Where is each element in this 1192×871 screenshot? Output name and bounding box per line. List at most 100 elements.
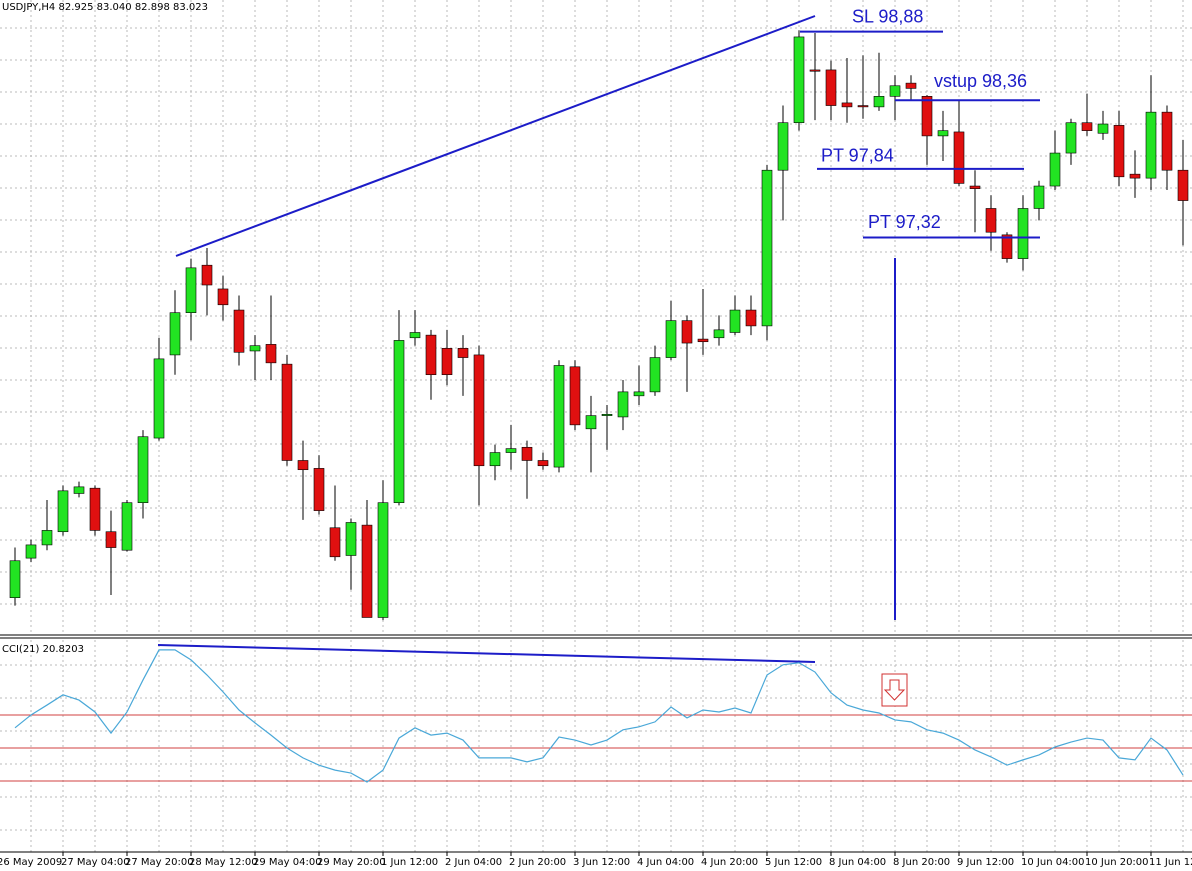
- candle-body: [1081, 122, 1093, 131]
- x-tick-label: 4 Jun 20:00: [701, 857, 758, 868]
- x-tick-label: 3 Jun 12:00: [573, 857, 630, 868]
- x-tick-label: 1 Jun 12:00: [381, 857, 438, 868]
- x-tick-label: 29 May 20:00: [317, 857, 386, 868]
- candle-body: [281, 363, 293, 461]
- x-tick-label: 2 Jun 20:00: [509, 857, 566, 868]
- candle-body: [953, 131, 965, 184]
- candle-body: [41, 530, 53, 546]
- candle-body: [201, 264, 213, 286]
- candle-body: [393, 340, 405, 503]
- candle-body: [1097, 123, 1109, 134]
- candle-body: [233, 309, 245, 353]
- candle-body: [441, 348, 453, 376]
- candle-body: [1017, 208, 1029, 259]
- candle-body: [57, 490, 69, 533]
- candle-body: [169, 312, 181, 356]
- x-tick-label: 4 Jun 04:00: [637, 857, 694, 868]
- candle-body: [729, 309, 741, 333]
- candle-body: [1001, 234, 1013, 259]
- candle-body: [329, 527, 341, 558]
- x-tick-label: 10 Jun 20:00: [1085, 857, 1149, 868]
- level-label: SL 98,88: [852, 6, 923, 26]
- candle-body: [297, 460, 309, 471]
- candle-body: [473, 354, 485, 467]
- candle-body: [809, 69, 821, 72]
- x-tick-label: 29 May 04:00: [253, 857, 322, 868]
- candle-body: [73, 486, 85, 494]
- candle-body: [569, 366, 581, 426]
- candle-body: [937, 130, 949, 137]
- cci-line: [14, 649, 1184, 783]
- candle-body: [825, 69, 837, 106]
- candle-body: [777, 122, 789, 171]
- candle-body: [793, 36, 805, 124]
- candle-body: [601, 413, 613, 416]
- candle-body: [1161, 111, 1173, 171]
- candle-body: [9, 560, 21, 598]
- x-tick-label: 8 Jun 20:00: [893, 857, 950, 868]
- candle-body: [345, 522, 357, 556]
- candle-body: [153, 358, 165, 439]
- candle-body: [537, 460, 549, 467]
- candle-body: [713, 329, 725, 339]
- candle-body: [969, 185, 981, 189]
- candle-body: [89, 487, 101, 531]
- candle-body: [521, 446, 533, 461]
- x-tick-label: 27 May 04:00: [61, 857, 130, 868]
- candle-body: [249, 345, 261, 352]
- candle-body: [217, 288, 229, 306]
- candle-body: [665, 320, 677, 358]
- candle-body: [505, 448, 517, 453]
- candle-body: [889, 85, 901, 97]
- candle-body: [681, 320, 693, 344]
- level-label: PT 97,84: [821, 146, 894, 166]
- x-tick-label: 5 Jun 12:00: [765, 857, 822, 868]
- candle-body: [105, 531, 117, 548]
- x-tick-label: 2 Jun 04:00: [445, 857, 502, 868]
- candle-body: [1113, 125, 1125, 178]
- candle-body: [457, 348, 469, 358]
- candle-body: [1033, 185, 1045, 209]
- candle-body: [265, 344, 277, 364]
- x-tick-label: 26 May 2009: [0, 857, 62, 868]
- candle-body: [873, 96, 885, 108]
- x-tick-label: 27 May 20:00: [125, 857, 194, 868]
- chart-title: USDJPY,H4 82.925 83.040 82.898 83.023: [2, 2, 208, 13]
- candle-body: [553, 365, 565, 468]
- candle-body: [1145, 111, 1157, 179]
- candle-body: [361, 524, 373, 618]
- candle-body: [425, 334, 437, 376]
- candle-body: [1049, 152, 1061, 187]
- candle-body: [585, 415, 597, 430]
- candle-body: [1065, 122, 1077, 154]
- candle-body: [633, 391, 645, 397]
- candle-body: [921, 96, 933, 137]
- x-tick-label: 8 Jun 04:00: [829, 857, 886, 868]
- candle-body: [121, 502, 133, 551]
- x-tick-label: 28 May 12:00: [189, 857, 258, 868]
- candle-body: [841, 102, 853, 108]
- x-tick-label: 10 Jun 04:00: [1021, 857, 1085, 868]
- candle-body: [649, 357, 661, 393]
- candle-body: [745, 309, 757, 327]
- candle-body: [697, 338, 709, 343]
- candle-body: [985, 208, 997, 233]
- candle-body: [489, 452, 501, 467]
- candle-body: [137, 436, 149, 503]
- candle-body: [409, 332, 421, 339]
- candle-body: [617, 391, 629, 418]
- candle-body: [857, 105, 869, 108]
- cci-trend-line: [157, 644, 816, 663]
- candle-body: [761, 169, 773, 327]
- sell-arrow: [881, 673, 908, 707]
- candle-body: [1177, 169, 1189, 201]
- candle-body: [185, 267, 197, 314]
- level-label: vstup 98,36: [934, 71, 1027, 91]
- level-label: PT 97,32: [868, 212, 941, 232]
- candle-body: [377, 502, 389, 618]
- x-tick-label: 11 Jun 12:00: [1149, 857, 1192, 868]
- x-tick-label: 9 Jun 12:00: [957, 857, 1014, 868]
- trend-line: [175, 15, 816, 257]
- candle-body: [313, 468, 325, 511]
